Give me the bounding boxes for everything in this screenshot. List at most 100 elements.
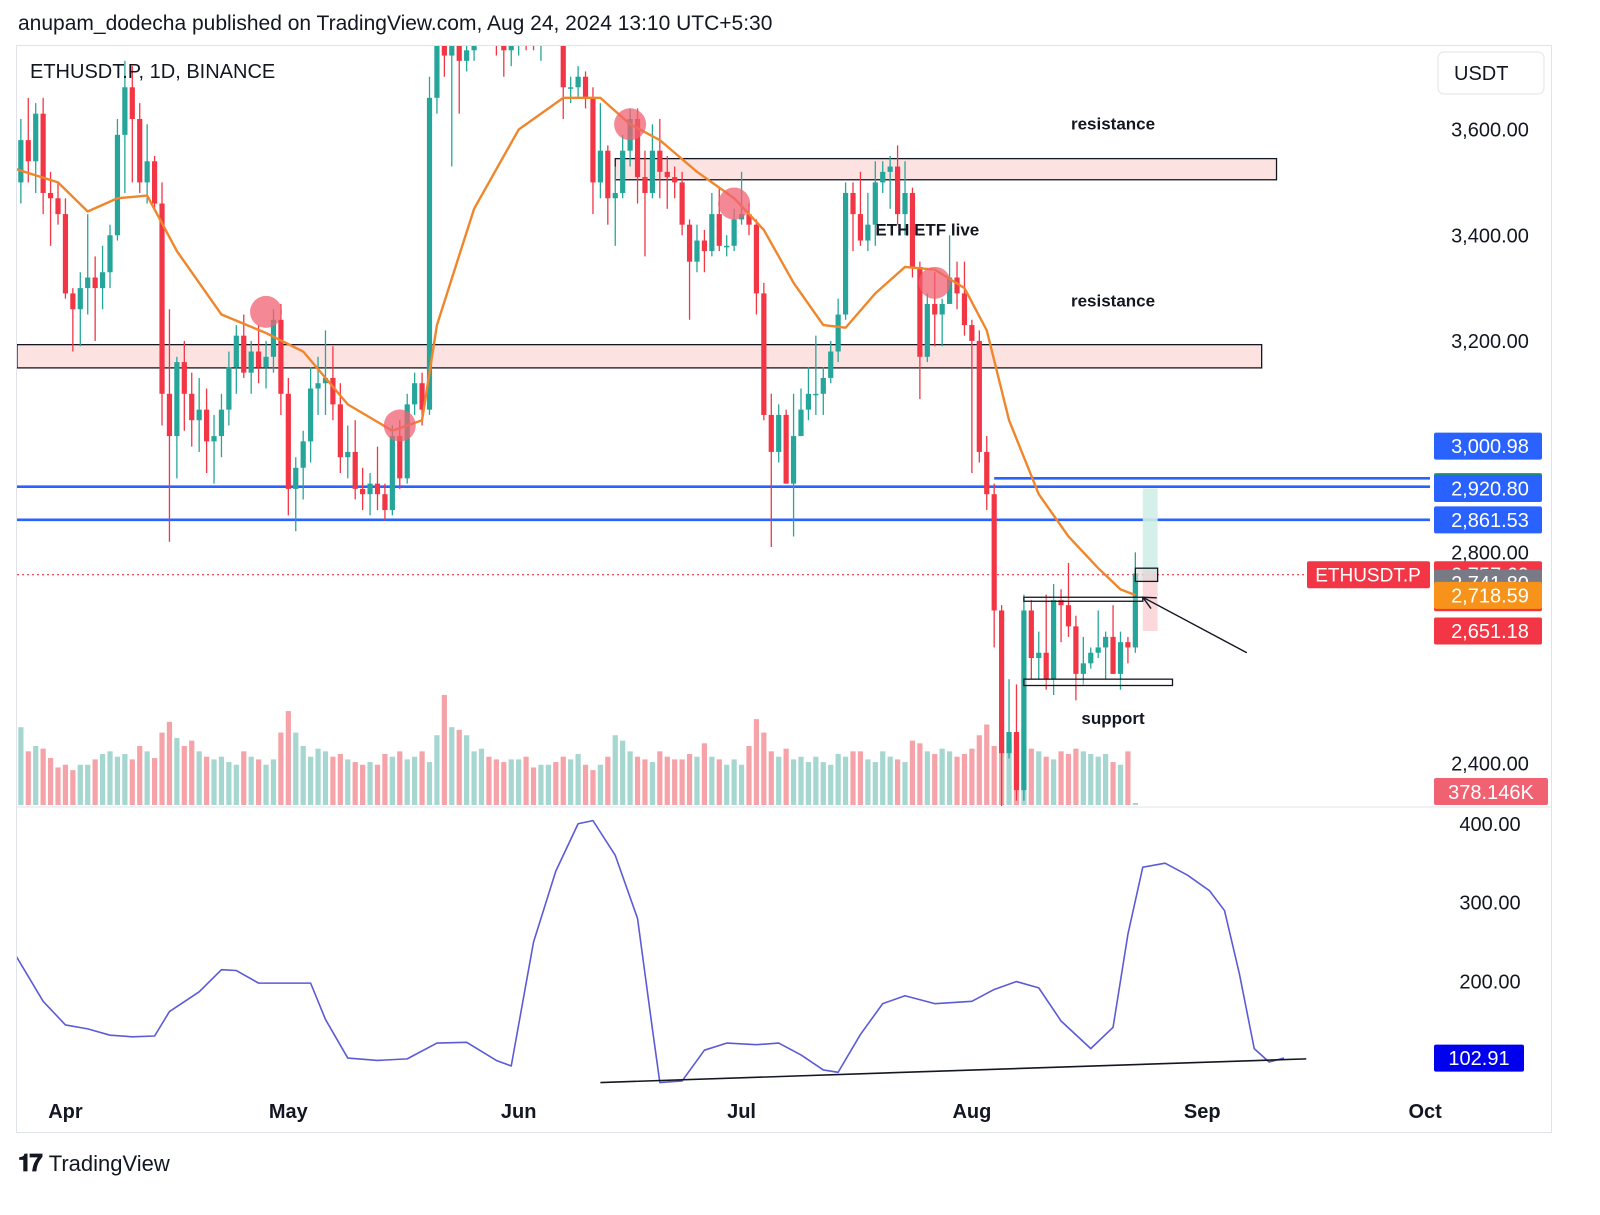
candle-body bbox=[1043, 652, 1049, 680]
candle-body bbox=[686, 224, 693, 262]
candle-body bbox=[18, 140, 24, 183]
volume-bar bbox=[464, 735, 470, 805]
footer-brand-text: TradingView bbox=[48, 1151, 170, 1176]
candle bbox=[479, 0, 484, 13]
candle bbox=[664, 155, 670, 209]
volume-bar bbox=[345, 759, 351, 805]
oscillator-value-box bbox=[1434, 1044, 1524, 1072]
candle bbox=[47, 171, 54, 246]
candle-body bbox=[620, 150, 626, 193]
candle bbox=[449, 46, 455, 167]
candle-body bbox=[300, 441, 306, 468]
volume-bar bbox=[1080, 751, 1086, 805]
candle-body bbox=[939, 303, 945, 315]
candle bbox=[441, 46, 447, 77]
candle-body bbox=[449, 46, 455, 56]
candle bbox=[486, 0, 491, 40]
candle bbox=[1051, 584, 1057, 696]
volume-bar bbox=[478, 748, 485, 805]
volume-bar bbox=[984, 724, 990, 805]
volume-bar bbox=[412, 756, 418, 805]
candle bbox=[495, 46, 498, 56]
candle bbox=[0, 130, 1, 220]
currency-selector[interactable] bbox=[1437, 51, 1545, 95]
candle bbox=[924, 293, 930, 363]
oscillator-tick-label: 300.00 bbox=[1459, 893, 1520, 915]
candle bbox=[642, 150, 648, 257]
candle-body bbox=[151, 161, 158, 204]
candle-body bbox=[181, 362, 187, 394]
volume-bar bbox=[151, 758, 158, 805]
candle-body bbox=[1080, 663, 1086, 674]
candle bbox=[605, 145, 611, 225]
candle-body bbox=[857, 214, 864, 241]
price-label-text: 2,920.80 bbox=[1451, 478, 1529, 500]
time-tick-label: Aug bbox=[952, 1101, 991, 1123]
volume-bar bbox=[107, 751, 113, 805]
volume-bar bbox=[211, 759, 217, 805]
candle bbox=[568, 76, 574, 104]
volume-bar bbox=[582, 764, 589, 805]
candle-body bbox=[753, 224, 760, 294]
candle bbox=[218, 393, 225, 458]
volume-bar bbox=[746, 745, 752, 805]
candle-body bbox=[159, 203, 165, 394]
candle bbox=[55, 182, 61, 225]
price-tick-label: 3,600.00 bbox=[1451, 120, 1529, 142]
volume-bar bbox=[620, 740, 626, 805]
volume-bar bbox=[612, 735, 618, 805]
candle bbox=[1036, 631, 1042, 680]
candle bbox=[464, 46, 470, 72]
volume-bar bbox=[330, 756, 336, 805]
volume-bar bbox=[686, 754, 693, 805]
candle-body bbox=[672, 177, 678, 183]
candle-body bbox=[634, 118, 641, 178]
candle-body bbox=[0, 172, 1, 209]
volume-bar bbox=[924, 751, 930, 805]
volume-bar bbox=[894, 759, 901, 805]
volume-bar bbox=[493, 759, 499, 805]
volume-bar bbox=[776, 756, 782, 805]
candle-body bbox=[464, 50, 470, 61]
candle bbox=[902, 161, 908, 236]
time-tick-label: Apr bbox=[48, 1101, 83, 1123]
candle bbox=[1043, 594, 1049, 690]
candle bbox=[285, 377, 291, 516]
volume-bar bbox=[62, 764, 69, 805]
oscillator-tick-label: 200.00 bbox=[1459, 972, 1520, 994]
candle bbox=[1110, 605, 1116, 674]
volume-bar bbox=[813, 756, 819, 805]
candle bbox=[657, 118, 663, 199]
volume-bar bbox=[389, 756, 395, 805]
candle-body bbox=[233, 335, 239, 368]
volume-bar bbox=[538, 764, 544, 805]
ema-line bbox=[17, 96, 1136, 597]
candle-body bbox=[776, 414, 782, 452]
candle-body bbox=[709, 214, 715, 252]
candle bbox=[813, 335, 819, 415]
support-box bbox=[1023, 596, 1144, 602]
candle-body bbox=[954, 277, 960, 294]
candle-body bbox=[404, 404, 410, 479]
candle bbox=[204, 388, 210, 474]
volume-bar bbox=[70, 770, 76, 805]
price-tick-label: 2,800.00 bbox=[1451, 542, 1529, 564]
volume-bar bbox=[1117, 764, 1124, 805]
volume-bar bbox=[872, 762, 878, 805]
candle-body bbox=[471, 46, 477, 51]
candle-body bbox=[568, 87, 574, 89]
candle-body bbox=[1073, 626, 1079, 674]
volume-bar bbox=[315, 748, 321, 805]
volume-bar bbox=[590, 770, 596, 805]
candle-body bbox=[1013, 732, 1020, 791]
volume-bar bbox=[1073, 748, 1079, 805]
candle bbox=[434, 46, 440, 114]
volume-bar bbox=[114, 756, 121, 805]
volume-bar bbox=[263, 764, 269, 805]
time-tick-label: Jun bbox=[501, 1101, 537, 1123]
candle-body bbox=[813, 393, 819, 396]
candle bbox=[137, 103, 143, 193]
volume-bar bbox=[1095, 756, 1101, 805]
candle bbox=[322, 330, 329, 415]
